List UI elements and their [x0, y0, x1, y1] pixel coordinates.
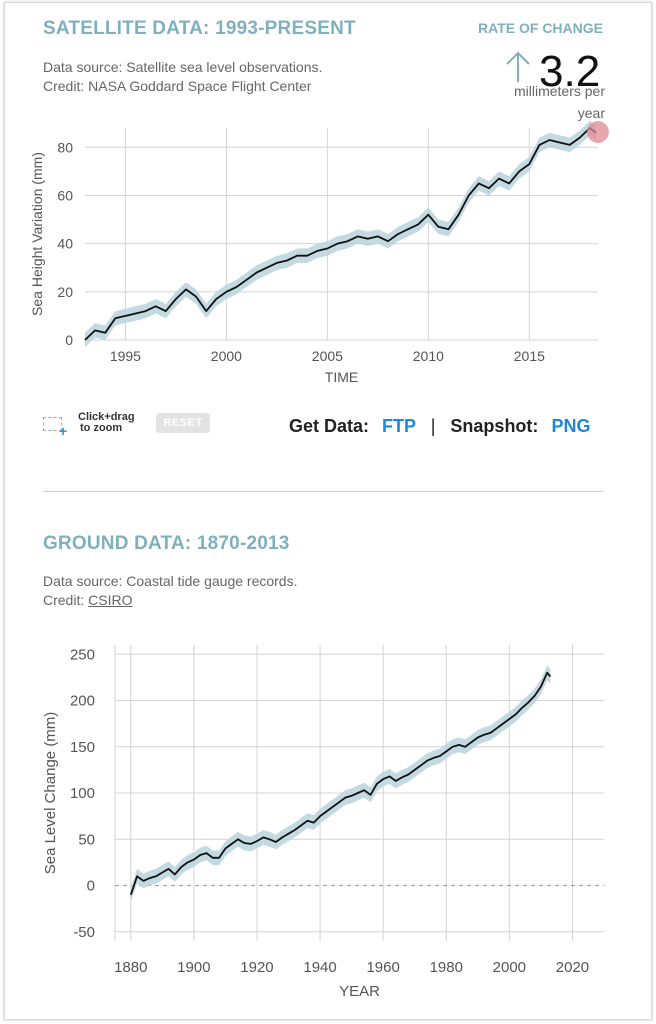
- x-tick-label: 2010: [413, 348, 444, 364]
- y-tick-label: 100: [70, 785, 95, 802]
- y-axis-title: Sea Height Variation (mm): [29, 152, 45, 316]
- y-tick-label: 200: [70, 693, 95, 710]
- y-tick-label: 80: [57, 139, 73, 155]
- rate-unit: millimeters per year: [500, 80, 605, 124]
- ftp-link[interactable]: FTP: [382, 416, 416, 436]
- x-tick-label: 1900: [177, 959, 210, 976]
- x-tick-label: 1880: [114, 959, 147, 976]
- csiro-link[interactable]: CSIRO: [88, 592, 133, 608]
- arrow-up-icon: [506, 51, 530, 82]
- x-tick-label: 2000: [493, 959, 526, 976]
- y-tick-label: 20: [57, 284, 73, 300]
- x-tick-label: 2015: [514, 348, 545, 364]
- x-tick-label: 1995: [110, 348, 141, 364]
- x-tick-label: 1920: [240, 959, 273, 976]
- page-frame: [4, 2, 652, 1020]
- ground-meta: Data source: Coastal tide gauge records.…: [43, 572, 297, 610]
- ground-credit: Credit: CSIRO: [43, 591, 297, 610]
- uncertainty-band: [85, 120, 596, 348]
- snapshot-label: Snapshot:: [450, 416, 539, 436]
- y-tick-label: 50: [78, 831, 95, 848]
- satellite-source: Data source: Satellite sea level observa…: [43, 59, 323, 75]
- zoom-hint-text: Click+drag to zoom: [78, 412, 135, 434]
- y-axis-title: Sea Level Change (mm): [42, 712, 59, 875]
- uncertainty-band: [130, 665, 551, 903]
- y-tick-label: 0: [65, 332, 73, 348]
- satellite-credit: Credit: NASA Goddard Space Flight Center: [43, 78, 312, 94]
- rate-value: 3.2: [539, 47, 601, 96]
- rate-unit-line1: millimeters per: [513, 83, 605, 99]
- y-tick-label: 60: [57, 187, 73, 203]
- x-tick-label: 1940: [303, 959, 336, 976]
- x-tick-label: 2005: [312, 348, 343, 364]
- y-tick-label: 150: [70, 739, 95, 756]
- x-tick-label: 2000: [211, 348, 242, 364]
- latest-point-marker: [586, 121, 609, 143]
- satellite-meta: Data source: Satellite sea level observa…: [43, 58, 322, 96]
- rate-unit-line2: year: [577, 105, 605, 121]
- x-tick-label: 1980: [430, 959, 463, 976]
- satellite-title: SATELLITE DATA: 1993-PRESENT: [43, 18, 356, 39]
- y-tick-label: 40: [57, 236, 73, 252]
- x-axis-title: TIME: [325, 369, 358, 385]
- reset-button[interactable]: RESET: [156, 413, 210, 433]
- data-links: Get Data: FTP | Snapshot: PNG: [289, 416, 590, 437]
- x-tick-label: 2020: [556, 959, 589, 976]
- zoom-hint-line1: Click+drag: [78, 411, 135, 423]
- y-tick-label: 0: [87, 878, 95, 895]
- png-link[interactable]: PNG: [551, 416, 591, 436]
- y-tick-label: 250: [70, 646, 95, 663]
- ground-title: GROUND DATA: 1870-2013: [43, 533, 290, 554]
- section-divider: [43, 491, 604, 492]
- x-tick-label: 1960: [366, 959, 399, 976]
- ground-source: Data source: Coastal tide gauge records.: [43, 573, 298, 589]
- get-data-label: Get Data:: [289, 416, 370, 436]
- zoom-hint-line2: to zoom: [80, 422, 123, 434]
- series-line: [84, 127, 597, 341]
- zoom-plus-icon: +: [59, 423, 68, 439]
- series-line: [129, 671, 552, 896]
- separator: |: [430, 416, 436, 436]
- ground-credit-prefix: Credit:: [43, 592, 89, 608]
- zoom-selection-icon: [43, 417, 62, 431]
- y-tick-label: -50: [73, 924, 95, 941]
- satellite-chart[interactable]: 0 20 40 60 80 1995 2000 2005 2010 2015 TIME Sea Hei…: [0, 0, 656, 400]
- rate-of-change-title: RATE OF CHANGE: [478, 20, 603, 36]
- x-axis-title: YEAR: [339, 983, 380, 1000]
